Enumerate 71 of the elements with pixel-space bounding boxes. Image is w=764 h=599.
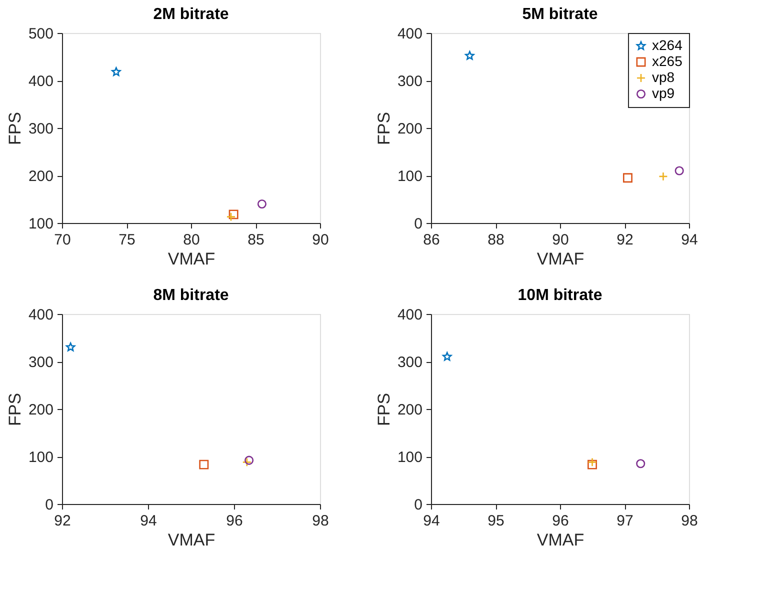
y-axis-title: FPS <box>5 392 24 426</box>
x-tick-label: 85 <box>248 232 264 248</box>
x-tick-label: 92 <box>54 512 71 530</box>
x-tick-label: 80 <box>183 232 200 248</box>
chart-title: 8M bitrate <box>153 287 229 304</box>
point <box>442 352 452 361</box>
x-tick-label: 94 <box>681 232 698 248</box>
x-tick-label: 86 <box>423 232 440 248</box>
x-tick-label: 97 <box>616 512 634 530</box>
x-tick-label: 98 <box>312 512 329 530</box>
y-tick-label: 400 <box>28 73 54 90</box>
point <box>112 67 121 76</box>
y-tick-label: 300 <box>28 354 54 371</box>
y-axis-title: FPS <box>374 112 394 146</box>
point <box>658 172 668 182</box>
y-tick-label: 200 <box>397 120 422 138</box>
x-tick-label: 94 <box>140 512 157 530</box>
chart-title: 10M bitrate <box>518 287 602 304</box>
point <box>257 199 266 209</box>
point <box>588 460 597 470</box>
x-tick-label: 96 <box>226 512 243 530</box>
y-tick-label: 0 <box>45 496 54 514</box>
point <box>199 460 209 470</box>
point <box>244 456 254 465</box>
y-axis-title: FPS <box>374 392 394 426</box>
x-axis-title: VMAF <box>168 250 216 268</box>
legend-label: x265 <box>652 53 683 69</box>
x-tick-label: 90 <box>552 232 569 248</box>
y-tick-label: 200 <box>28 168 54 185</box>
x-tick-label: 90 <box>312 232 329 248</box>
y-tick-label: 300 <box>397 73 422 90</box>
y-tick-label: 200 <box>397 402 422 418</box>
x-axis-title: VMAF <box>168 530 216 550</box>
x-tick-label: 98 <box>681 512 698 530</box>
point <box>465 50 474 60</box>
x-axis-title: VMAF <box>536 250 584 268</box>
point <box>636 459 646 468</box>
y-tick-label: 0 <box>414 216 422 232</box>
y-tick-label: 400 <box>397 26 422 42</box>
y-tick-label: 100 <box>397 168 422 185</box>
x-tick-label: 88 <box>488 232 504 248</box>
legend-label: x264 <box>652 37 683 53</box>
y-tick-label: 300 <box>28 120 54 138</box>
x-tick-label: 95 <box>488 512 504 530</box>
y-tick-label: 400 <box>397 306 422 324</box>
y-tick-label: 200 <box>28 402 54 418</box>
legend-label: vp9 <box>652 85 675 101</box>
x-tick-label: 94 <box>423 512 440 530</box>
x-axis-title: VMAF <box>536 530 584 550</box>
point <box>622 173 632 183</box>
point <box>66 342 76 352</box>
y-tick-label: 500 <box>28 26 54 42</box>
y-tick-label: 0 <box>414 496 422 514</box>
y-tick-label: 100 <box>28 449 54 466</box>
y-axis-title: FPS <box>5 112 24 146</box>
y-tick-label: 100 <box>28 216 54 232</box>
legend-label: vp8 <box>652 69 675 85</box>
y-tick-label: 300 <box>397 354 422 371</box>
point <box>228 210 238 220</box>
x-tick-label: 70 <box>54 232 71 248</box>
x-tick-label: 75 <box>118 232 136 248</box>
point <box>588 458 597 467</box>
point <box>242 458 252 467</box>
point <box>226 212 236 222</box>
chart-title: 5M bitrate <box>522 6 598 23</box>
point <box>674 166 684 176</box>
y-tick-label: 400 <box>28 306 54 324</box>
x-tick-label: 92 <box>616 232 634 248</box>
y-tick-label: 100 <box>397 449 422 466</box>
chart-title: 2M bitrate <box>153 6 229 23</box>
x-tick-label: 96 <box>552 512 569 530</box>
